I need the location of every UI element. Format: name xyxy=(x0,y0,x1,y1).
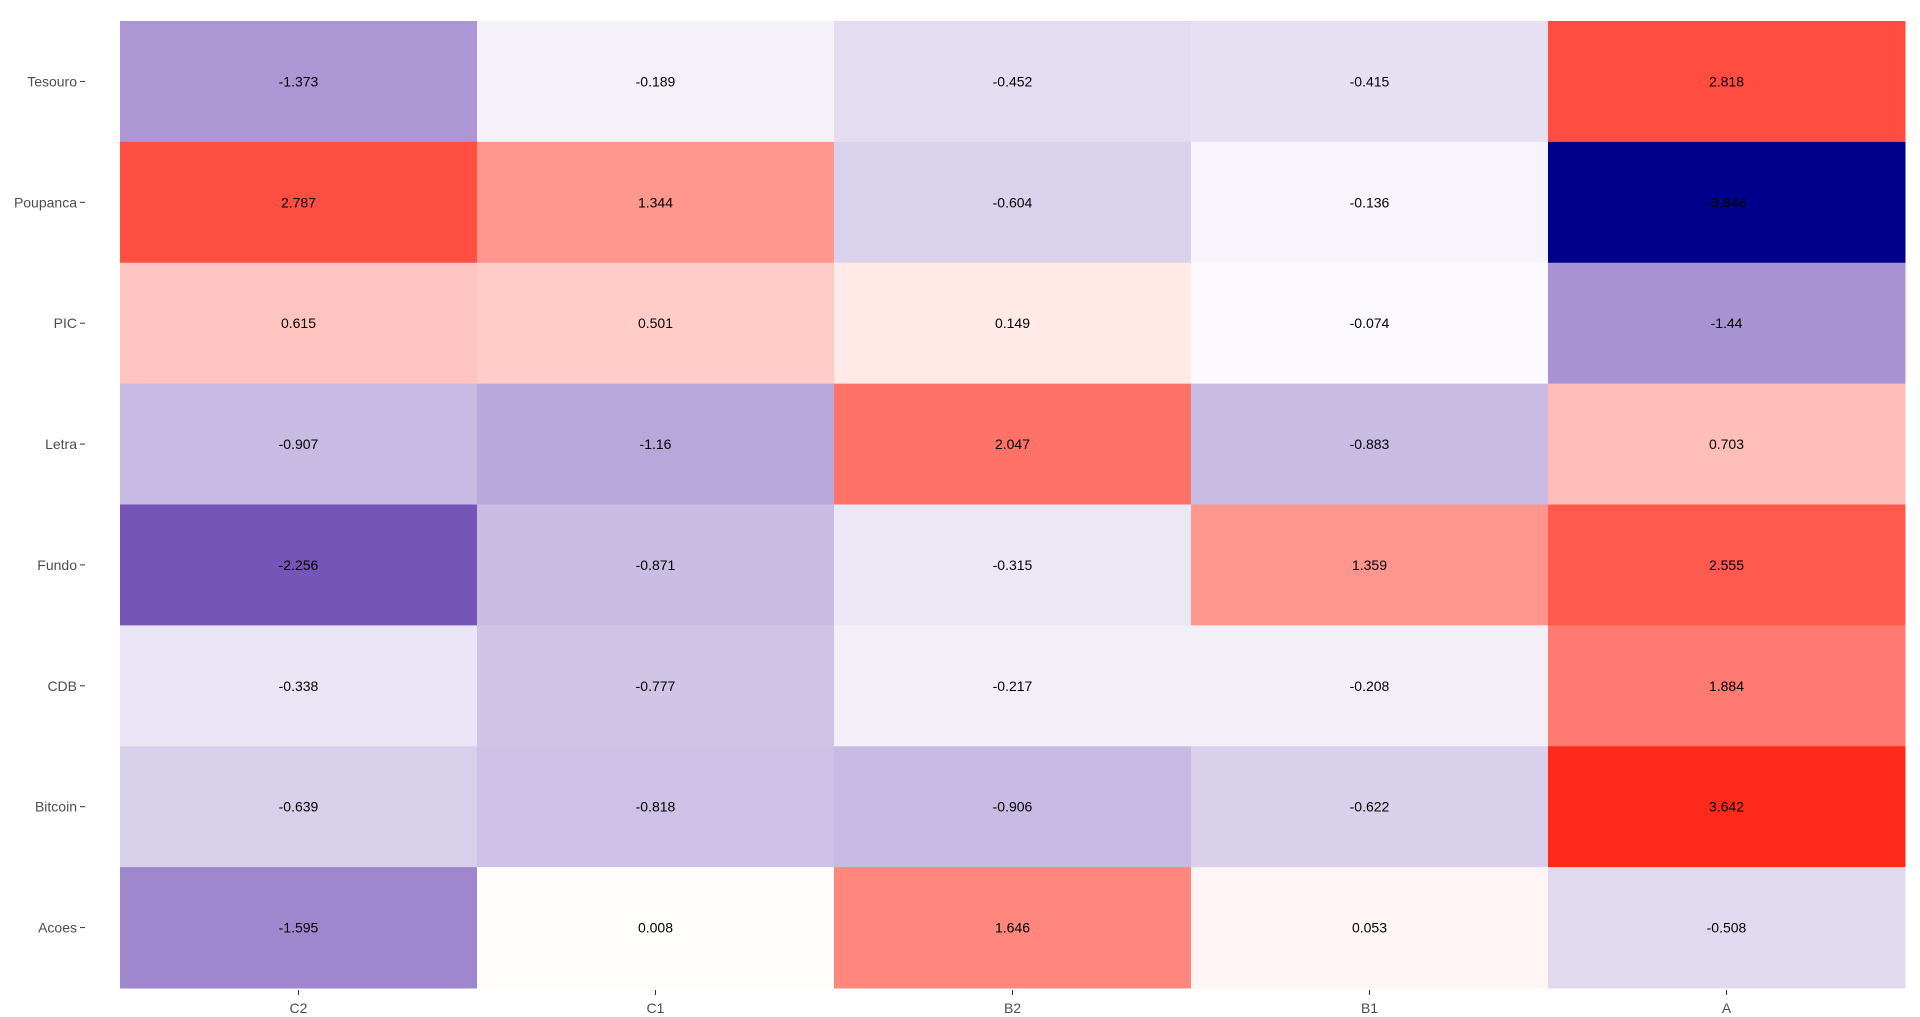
cell-value-label: -1.595 xyxy=(279,920,319,936)
cell-value-label: -1.373 xyxy=(279,73,319,89)
cell-value-label: -0.189 xyxy=(636,73,676,89)
heatmap-cell xyxy=(1548,141,1906,264)
heatmap-cell xyxy=(1191,625,1549,747)
cell-value-label: -1.16 xyxy=(640,436,672,452)
heatmap-cell xyxy=(120,746,478,868)
heatmap-cell xyxy=(1191,867,1549,989)
heatmap-cell xyxy=(120,504,478,626)
heatmap-cell xyxy=(834,262,1192,385)
heatmap-cell xyxy=(1191,746,1549,868)
cell-value-label: 0.053 xyxy=(1352,920,1387,936)
heatmap-cell xyxy=(1191,141,1549,264)
cell-value-label: -0.208 xyxy=(1350,678,1390,694)
heatmap-cell xyxy=(120,383,478,505)
heatmap-cell xyxy=(834,504,1192,626)
cell-value-label: -0.639 xyxy=(279,799,319,815)
cell-value-label: 0.615 xyxy=(281,315,316,331)
y-tick-label: Letra xyxy=(45,436,77,452)
heatmap-cell xyxy=(834,867,1192,989)
cell-value-label: -0.452 xyxy=(993,73,1033,89)
cell-value-label: -0.818 xyxy=(636,799,676,815)
heatmap-cell xyxy=(1548,867,1906,989)
cell-value-label: 2.555 xyxy=(1709,557,1744,573)
heatmap-cell xyxy=(1548,262,1906,385)
heatmap-cell xyxy=(834,625,1192,747)
x-tick-label: C2 xyxy=(290,1000,308,1016)
cell-value-label: 3.642 xyxy=(1709,799,1744,815)
cell-value-label: 1.359 xyxy=(1352,557,1387,573)
heatmap-cell xyxy=(1548,504,1906,626)
heatmap-cell xyxy=(120,21,478,143)
cell-value-label: -0.777 xyxy=(636,678,676,694)
heatmap-cell xyxy=(1548,21,1906,143)
cell-value-label: 2.818 xyxy=(1709,73,1744,89)
heatmap-cell xyxy=(120,141,478,264)
heatmap-cell xyxy=(477,141,835,264)
heatmap-value-labels: -1.373 -0.189 -0.452 -0.415 2.818 2.787 1.344 -… xyxy=(279,73,1747,935)
x-axis: C2 C1 B2 B1 A xyxy=(290,990,1732,1016)
heatmap-cell xyxy=(477,262,835,385)
y-tick-label: Poupanca xyxy=(14,194,77,210)
cell-value-label: 1.344 xyxy=(638,194,673,210)
heatmap-cell xyxy=(1548,625,1906,747)
cell-value-label: -0.315 xyxy=(993,557,1033,573)
cell-value-label: -0.906 xyxy=(993,799,1033,815)
x-tick-label: C1 xyxy=(647,1000,665,1016)
heatmap-cell xyxy=(1191,383,1549,505)
heatmap-cell xyxy=(477,504,835,626)
y-tick-label: Acoes xyxy=(38,920,77,936)
heatmap-cell xyxy=(120,867,478,989)
heatmap-cell xyxy=(120,625,478,747)
y-tick-label: CDB xyxy=(47,678,77,694)
heatmap-cell xyxy=(1191,262,1549,385)
cell-value-label: 1.646 xyxy=(995,920,1030,936)
cell-value-label: 2.787 xyxy=(281,194,316,210)
heatmap-cell xyxy=(834,21,1192,143)
cell-value-label: 0.149 xyxy=(995,315,1030,331)
heatmap-cell xyxy=(1191,504,1549,626)
heatmap-cell xyxy=(477,867,835,989)
cell-value-label: -0.508 xyxy=(1707,920,1747,936)
cell-value-label: -0.074 xyxy=(1350,315,1390,331)
heatmap-cell xyxy=(1548,746,1906,868)
cell-value-label: 1.884 xyxy=(1709,678,1744,694)
cell-value-label: -0.217 xyxy=(993,678,1033,694)
heatmap-cell xyxy=(477,383,835,505)
cell-value-label: -2.256 xyxy=(279,557,319,573)
cell-value-label: -0.907 xyxy=(279,436,319,452)
y-axis: Tesouro Poupanca PIC Letra Fundo CDB Bitcoin Ac… xyxy=(14,73,85,936)
x-tick-label: B1 xyxy=(1361,1000,1378,1016)
cell-value-label: -0.883 xyxy=(1350,436,1390,452)
cell-value-label: -3.846 xyxy=(1707,194,1747,210)
heatmap-cell xyxy=(1191,21,1549,143)
heatmap-cell xyxy=(120,262,478,385)
cell-value-label: -0.604 xyxy=(993,194,1033,210)
cell-value-label: -1.44 xyxy=(1711,315,1743,331)
cell-value-label: 0.008 xyxy=(638,920,673,936)
heatmap-cell xyxy=(834,746,1192,868)
cell-value-label: -0.136 xyxy=(1350,194,1390,210)
cell-value-label: 0.501 xyxy=(638,315,673,331)
y-tick-label: PIC xyxy=(54,315,77,331)
heatmap-cells xyxy=(120,21,1906,989)
heatmap-cell xyxy=(834,383,1192,505)
heatmap-cell xyxy=(834,141,1192,264)
cell-value-label: 0.703 xyxy=(1709,436,1744,452)
cell-value-label: -0.338 xyxy=(279,678,319,694)
cell-value-label: -0.415 xyxy=(1350,73,1390,89)
heatmap-cell xyxy=(477,21,835,143)
x-tick-label: A xyxy=(1722,1000,1732,1016)
x-tick-label: B2 xyxy=(1004,1000,1021,1016)
cell-value-label: -0.622 xyxy=(1350,799,1390,815)
cell-value-label: -0.871 xyxy=(636,557,676,573)
heatmap-cell xyxy=(477,625,835,747)
heatmap-cell xyxy=(477,746,835,868)
y-tick-label: Tesouro xyxy=(27,73,77,89)
cell-value-label: 2.047 xyxy=(995,436,1030,452)
heatmap-cell xyxy=(1548,383,1906,505)
y-tick-label: Bitcoin xyxy=(35,799,77,815)
y-tick-label: Fundo xyxy=(37,557,77,573)
